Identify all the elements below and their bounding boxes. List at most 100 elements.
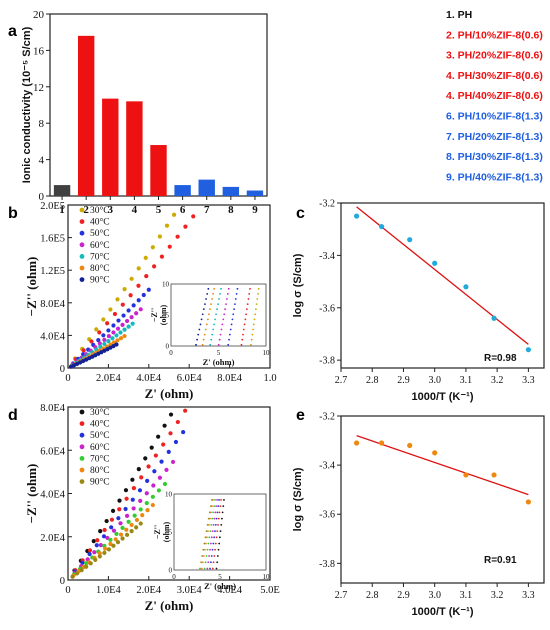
point-30°C [101,317,106,322]
x-axis-label: Z' (ohm) [145,386,194,401]
arrhenius-panel-e: 2.7 2.8 2.9 3.0 3.1 3.2 3.3 -3.2 -3.4 -3.6 -3.8 100… [292,412,545,618]
point-60°C [98,543,103,548]
inset-point-60°C [207,561,210,564]
inset-point-60°C [215,505,218,508]
inset-point-80°C [208,523,210,526]
inset-point-60°C [227,287,230,290]
point-50°C [146,287,151,292]
point-90°C [111,543,116,548]
point-50°C [130,497,135,502]
x-tick-label: 8.0E4 [217,373,243,384]
inset-point-70°C [203,567,206,570]
x-axis-label: 1000/T (K⁻¹) [411,391,473,403]
legend-label: 60°C [90,240,110,251]
inset-point-90°C [205,530,208,532]
panel-letter-d: d [8,407,18,424]
data-point [407,442,413,449]
legend-entry: 2. PH/10%ZIF-8(0.6) [446,29,543,41]
bar-1 [53,185,71,196]
point-60°C [106,334,112,339]
point-60°C [138,307,143,312]
point-50°C [80,560,85,565]
inset-point-80°C [208,313,210,316]
inset-point-50°C [217,505,220,508]
bar-3 [102,98,119,196]
inset-point-90°C [209,505,212,508]
legend-label: 30°C [90,205,110,216]
point-40°C [128,293,133,298]
inset-point-90°C [207,517,210,520]
inset-point-90°C [201,313,204,316]
point-90°C [88,561,93,566]
point-70°C [132,513,137,518]
panel-letter-b: b [8,205,18,222]
plot-frame [340,202,545,369]
x-tick-label: 4 [132,204,138,216]
inset-point-60°C [221,323,224,326]
point-60°C [124,318,130,324]
point-90°C [74,571,80,576]
inset-point-30°C [250,338,253,341]
point-60°C [124,513,130,519]
x-tick-label: 2.0E4 [96,373,122,384]
inset-point-90°C [197,333,200,336]
data-point [432,450,438,456]
y-tick-label: 2.0E4 [40,533,66,544]
inset-point-70°C [209,343,212,346]
y-tick-label: -3.2 [319,412,335,423]
inset-point-50°C [229,328,232,331]
point-80°C [113,537,118,542]
point-40°C [139,475,144,480]
point-50°C [111,323,116,328]
y-axis-label: log σ (S/cm) [292,253,304,317]
point-30°C [129,276,134,281]
inset-point-90°C [205,298,207,300]
inset-point-70°C [209,530,212,532]
inset-point-90°C [204,536,207,539]
y-tick-label: -3.4 [319,461,335,472]
point-60°C [92,550,97,555]
legend-label: 60°C [90,442,110,453]
x-tick-label: 2.8 [366,375,379,386]
inset-point-60°C [210,536,213,539]
legend-marker [79,230,85,236]
inset-point-80°C [206,318,209,321]
point-90°C [120,536,125,541]
point-30°C [115,297,120,302]
inset-point-70°C [211,517,214,520]
point-50°C [145,478,150,483]
inset-point-40°C [243,323,246,326]
point-30°C [168,412,174,417]
point-50°C [94,543,99,548]
inset-point-30°C [257,287,260,290]
inset-point-90°C [204,303,206,305]
inset-point-80°C [209,517,211,520]
point-40°C [112,311,118,317]
plot-frame [340,415,545,584]
inset-point-50°C [234,298,237,300]
point-80°C [150,502,155,508]
inset-point-60°C [209,542,212,545]
inset-point-50°C [214,523,217,526]
y-tick-label: 6.0E4 [40,446,66,457]
bar-9 [246,190,264,196]
inset-point-70°C [215,313,217,316]
inset-y-tick-label: 10 [165,491,173,499]
inset-point-80°C [203,333,206,336]
point-80°C [129,522,134,528]
data-point [525,499,531,505]
point-50°C [123,506,128,512]
data-point [463,284,469,290]
inset-point-40°C [241,338,244,341]
inset-point-30°C [254,313,257,316]
x-tick-label: 9 [252,204,258,216]
y-tick-label: 8 [39,118,45,130]
inset-point-30°C [251,333,254,336]
point-90°C [106,547,112,552]
point-40°C [161,442,166,447]
x-tick-label: 6.0E4 [177,373,203,384]
legend-label: 40°C [90,419,110,430]
legend-entry: 9. PH/40%ZIF-8(1.3) [446,171,543,183]
inset-point-70°C [206,548,209,551]
